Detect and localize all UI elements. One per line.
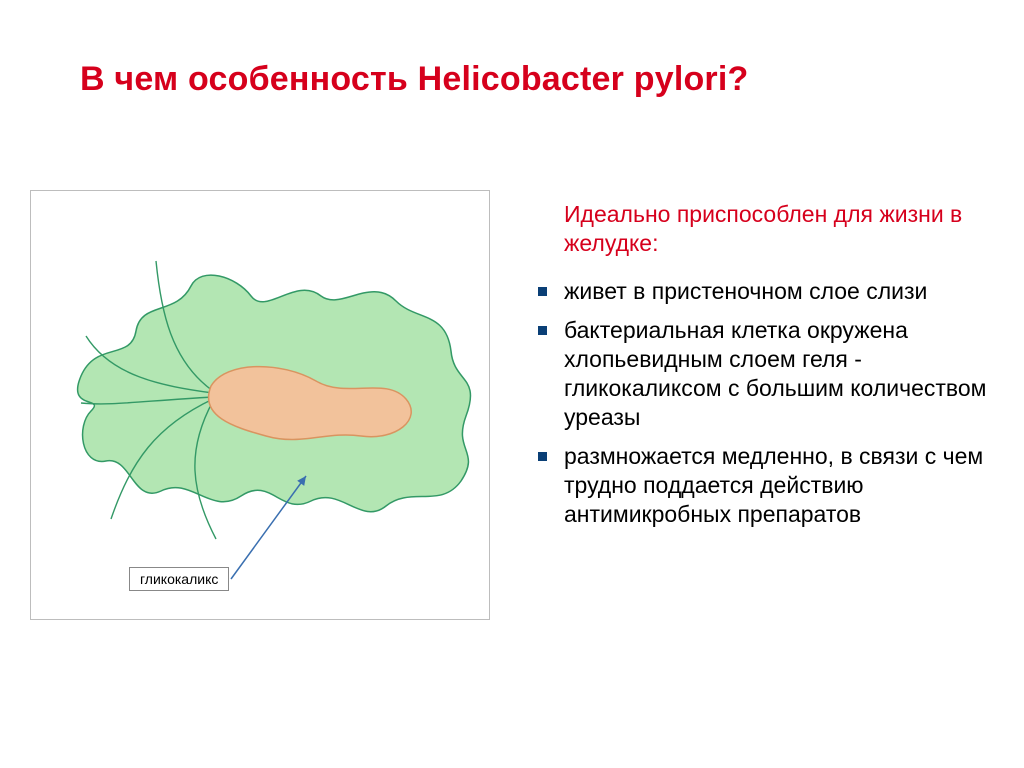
bacterium-diagram <box>41 201 481 611</box>
list-item: живет в пристеночном слое слизи <box>530 277 990 306</box>
list-item: размножается медленно, в связи с чем тру… <box>530 442 990 529</box>
lead-text: Идеально приспособлен для жизни в желудк… <box>564 200 990 259</box>
diagram-frame: гликокаликс <box>30 190 490 620</box>
glycocalyx-label: гликокаликс <box>129 567 229 591</box>
content-column: Идеально приспособлен для жизни в желудк… <box>530 200 990 539</box>
list-item: бактериальная клетка окружена хлопьевидн… <box>530 316 990 432</box>
page-title: В чем особенность Helicobacter pylori? <box>80 60 984 99</box>
bullet-list: живет в пристеночном слое слизи бактериал… <box>530 277 990 529</box>
